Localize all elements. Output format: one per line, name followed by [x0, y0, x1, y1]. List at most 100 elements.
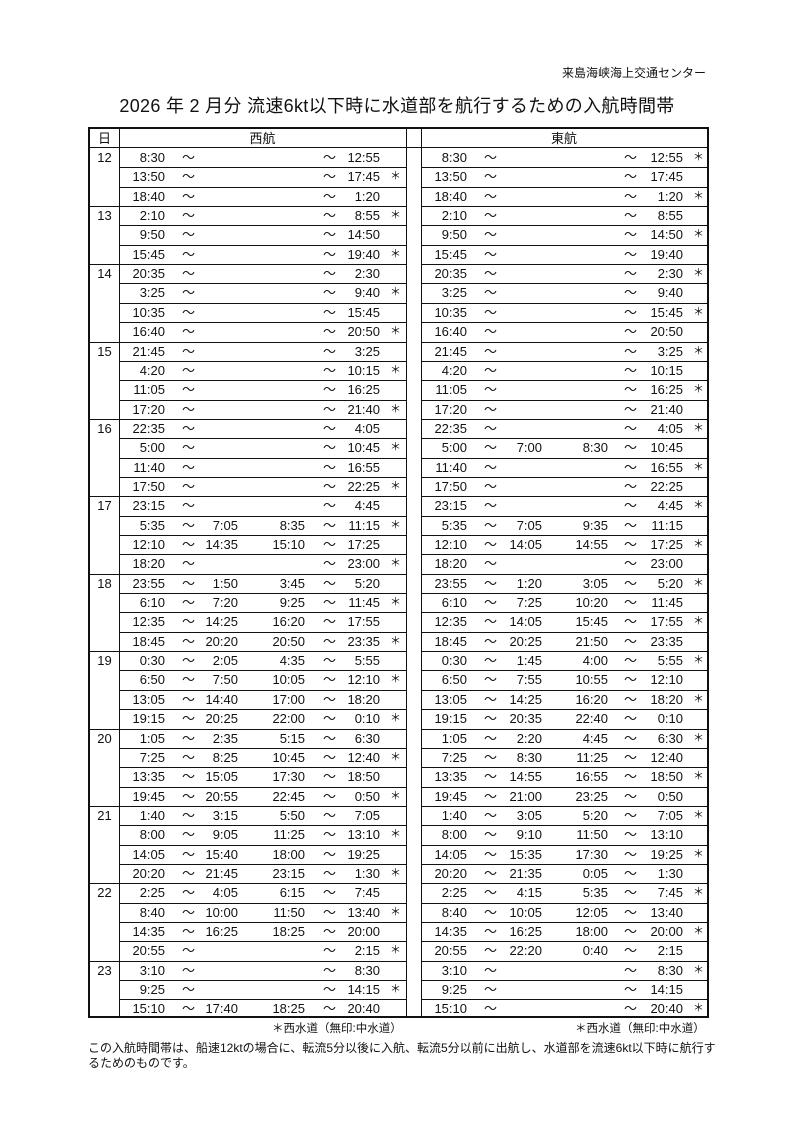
west-start-time: 6:50: [139, 672, 165, 688]
west-end-time: 14:15: [347, 982, 380, 998]
table-row: 22 2:25 ～ 4:05 6:15 ～ 7:45 2:25 ～ 4:15 5:35 ～ 7:45 ＊: [90, 883, 707, 902]
east-tilde: ～: [624, 537, 638, 552]
day-cell: 23: [97, 962, 112, 978]
west-end-time: 5:20: [354, 575, 380, 591]
east-west-channel-mark: ＊: [693, 267, 704, 280]
east-tilde: ～: [624, 595, 638, 611]
east-end-time: 4:45: [657, 498, 683, 514]
east-end-time: 3:25: [657, 343, 683, 359]
row-divider: [421, 999, 707, 1001]
west-tilde: ～: [182, 556, 196, 572]
west-start-time: 22:35: [132, 420, 165, 436]
row-divider: [421, 941, 707, 943]
day-cell: 22: [97, 885, 112, 901]
east-west-channel-mark: ＊: [693, 615, 704, 628]
east-tilde: ～: [484, 924, 498, 939]
west-tilde: ～: [323, 807, 337, 823]
east-start-time: 17:50: [434, 478, 467, 494]
east-start-time: 18:45: [434, 633, 467, 649]
east-tilde: ～: [624, 672, 638, 688]
west-start-time: 13:35: [132, 769, 165, 785]
row-divider: [421, 457, 707, 459]
east-end-time: 22:25: [650, 478, 683, 494]
east-end-time: 14:15: [650, 982, 683, 998]
east-tilde: ～: [484, 169, 498, 185]
west-start-time: 11:40: [133, 459, 165, 475]
west-start-time: 17:50: [132, 478, 165, 494]
row-divider: [421, 844, 707, 846]
east-end-time: 6:30: [657, 730, 683, 746]
east-start-time: 2:25: [441, 885, 467, 901]
west-end-time: 11:15: [348, 517, 380, 533]
west-tilde: ～: [323, 904, 337, 920]
west-tilde: ～: [323, 711, 337, 727]
row-divider: [119, 863, 406, 865]
row-divider: [90, 418, 406, 420]
west-break-start: 4:05: [212, 885, 238, 901]
west-end-time: 23:35: [347, 633, 380, 649]
west-start-time: 9:50: [139, 227, 165, 243]
west-tilde: ～: [323, 440, 337, 456]
row-divider: [421, 670, 707, 672]
east-tilde: ～: [484, 730, 498, 746]
east-start-time: 1:05: [441, 730, 467, 746]
row-divider: [421, 554, 707, 556]
east-break-start: 14:55: [509, 769, 542, 785]
east-tilde: ～: [484, 982, 498, 998]
east-tilde: ～: [624, 943, 638, 959]
table-row: 23 3:10 ～ ～ 8:30 3:10 ～ ～ 8:30 ＊: [90, 961, 707, 980]
west-start-time: 7:25: [139, 749, 165, 765]
west-start-time: 14:35: [132, 924, 165, 939]
row-divider: [421, 167, 707, 169]
east-break-start: 1:45: [516, 653, 542, 669]
east-start-time: 20:20: [434, 865, 467, 881]
west-tilde: ～: [323, 169, 337, 185]
east-tilde: ～: [484, 498, 498, 514]
west-end-time: 13:10: [347, 827, 380, 843]
west-break-start: 20:25: [205, 711, 238, 727]
west-west-channel-mark: ＊: [390, 170, 401, 183]
west-west-channel-mark: ＊: [390, 750, 401, 763]
east-tilde: ～: [484, 769, 498, 785]
east-west-channel-mark: ＊: [693, 963, 704, 976]
west-start-time: 10:35: [132, 304, 165, 320]
west-tilde: ～: [182, 885, 196, 901]
west-end-time: 17:25: [347, 537, 380, 552]
west-tilde: ～: [182, 827, 196, 843]
west-start-time: 21:45: [132, 343, 165, 359]
table-row: 14 20:35 ～ ～ 2:30 20:35 ～ ～ 2:30 ＊: [90, 264, 707, 283]
east-break-start: 7:05: [516, 517, 542, 533]
west-break-end: 15:10: [272, 537, 305, 552]
west-end-time: 7:45: [354, 885, 380, 901]
west-start-time: 8:40: [139, 904, 165, 920]
east-tilde: ～: [624, 440, 638, 456]
west-start-time: 17:20: [132, 401, 165, 417]
east-tilde: ～: [484, 633, 498, 649]
east-tilde: ～: [484, 904, 498, 920]
table-row: 17 23:15 ～ ～ 4:45 23:15 ～ ～ 4:45 ＊: [90, 496, 707, 515]
table-row: 5:00 ～ ～ 10:45 ＊ 5:00 ～ 7:00 8:30 ～ 10:45: [90, 438, 707, 457]
west-tilde: ～: [182, 266, 196, 282]
east-break-start: 3:05: [516, 807, 542, 823]
east-start-time: 10:35: [434, 304, 467, 320]
day-cell: 19: [97, 653, 112, 669]
east-break-start: 7:55: [516, 672, 542, 688]
west-end-time: 19:25: [347, 846, 380, 862]
west-break-start: 8:25: [212, 749, 238, 765]
east-tilde: ～: [624, 382, 638, 398]
table-row: 5:35 ～ 7:05 8:35 ～ 11:15 ＊ 5:35 ～ 7:05 9:35 ～ 11:15: [90, 516, 707, 535]
west-tilde: ～: [182, 478, 196, 494]
west-start-time: 6:10: [139, 595, 165, 611]
west-break-end: 20:50: [272, 633, 305, 649]
day-cell: 13: [97, 208, 112, 224]
row-divider: [119, 825, 406, 827]
east-end-time: 20:00: [650, 924, 683, 939]
east-start-time: 0:30: [441, 653, 467, 669]
west-start-time: 16:40: [132, 324, 165, 340]
row-divider: [119, 360, 406, 362]
west-break-end: 5:50: [279, 807, 305, 823]
west-break-start: 15:40: [205, 846, 238, 862]
east-end-time: 12:10: [650, 672, 683, 688]
east-tilde: ～: [624, 846, 638, 862]
table-row: 15:45 ～ ～ 19:40 ＊ 15:45 ～ ～ 19:40: [90, 245, 707, 264]
